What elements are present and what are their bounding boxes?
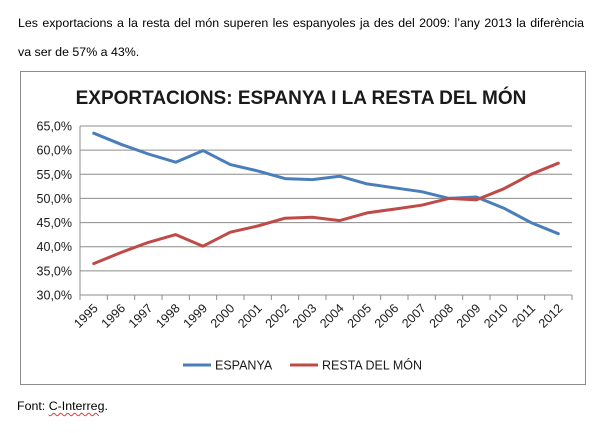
y-tick-label: 55,0% bbox=[37, 168, 72, 182]
y-tick-label: 40,0% bbox=[37, 240, 72, 254]
y-tick-label: 30,0% bbox=[37, 289, 72, 303]
y-axis-ticks: 30,0% 35,0% 40,0% 45,0% 50,0% 55,0% 60,0% 65,0% bbox=[37, 120, 72, 303]
x-tick-label: 2010 bbox=[481, 301, 511, 331]
x-tick-label: 1997 bbox=[126, 301, 156, 331]
x-tick-label: 2003 bbox=[290, 301, 320, 331]
source-prefix: Font: bbox=[17, 399, 49, 413]
source-name: C-Interreg bbox=[48, 399, 105, 413]
y-tick-label: 35,0% bbox=[37, 264, 72, 278]
y-tick-label: 65,0% bbox=[37, 120, 72, 134]
chart-frame bbox=[20, 71, 586, 385]
x-tick-label: 2012 bbox=[536, 301, 566, 331]
legend-label: ESPANYA bbox=[215, 359, 273, 373]
intro-paragraph: Les exportacions a la resta del món supe… bbox=[18, 16, 584, 59]
x-tick-label: 1995 bbox=[71, 301, 101, 331]
series-line bbox=[92, 161, 560, 266]
x-tick-label: 2006 bbox=[372, 301, 402, 331]
y-tick-label: 60,0% bbox=[37, 144, 72, 158]
y-tick-label: 45,0% bbox=[37, 216, 72, 230]
x-tick-label: 2002 bbox=[263, 301, 293, 331]
chart-title: EXPORTACIONS: ESPANYA I LA RESTA DEL MÓN bbox=[76, 87, 527, 109]
series-lines bbox=[92, 131, 560, 266]
x-tick-label: 1999 bbox=[181, 301, 211, 331]
y-tick-label: 50,0% bbox=[37, 192, 72, 206]
x-tick-label: 2009 bbox=[454, 301, 484, 331]
x-tick-label: 2008 bbox=[427, 301, 457, 331]
x-tick-label: 2004 bbox=[317, 301, 347, 331]
legend: ESPANYA RESTA DEL MÓN bbox=[183, 358, 422, 373]
x-tick-label: 2000 bbox=[208, 301, 238, 331]
legend-label: RESTA DEL MÓN bbox=[322, 358, 422, 373]
x-tick-label: 1996 bbox=[99, 301, 129, 331]
source-suffix: . bbox=[104, 399, 108, 413]
x-tick-label: 2007 bbox=[399, 301, 429, 331]
x-axis-ticks: 1995199619971998199920002001200220032004… bbox=[71, 295, 573, 331]
x-tick-label: 1998 bbox=[153, 301, 183, 331]
x-tick-label: 2005 bbox=[345, 301, 375, 331]
source-note: Font: C-Interreg. bbox=[17, 399, 108, 413]
x-tick-label: 2011 bbox=[509, 301, 538, 330]
x-tick-label: 2001 bbox=[235, 301, 265, 331]
gridlines bbox=[79, 125, 572, 296]
